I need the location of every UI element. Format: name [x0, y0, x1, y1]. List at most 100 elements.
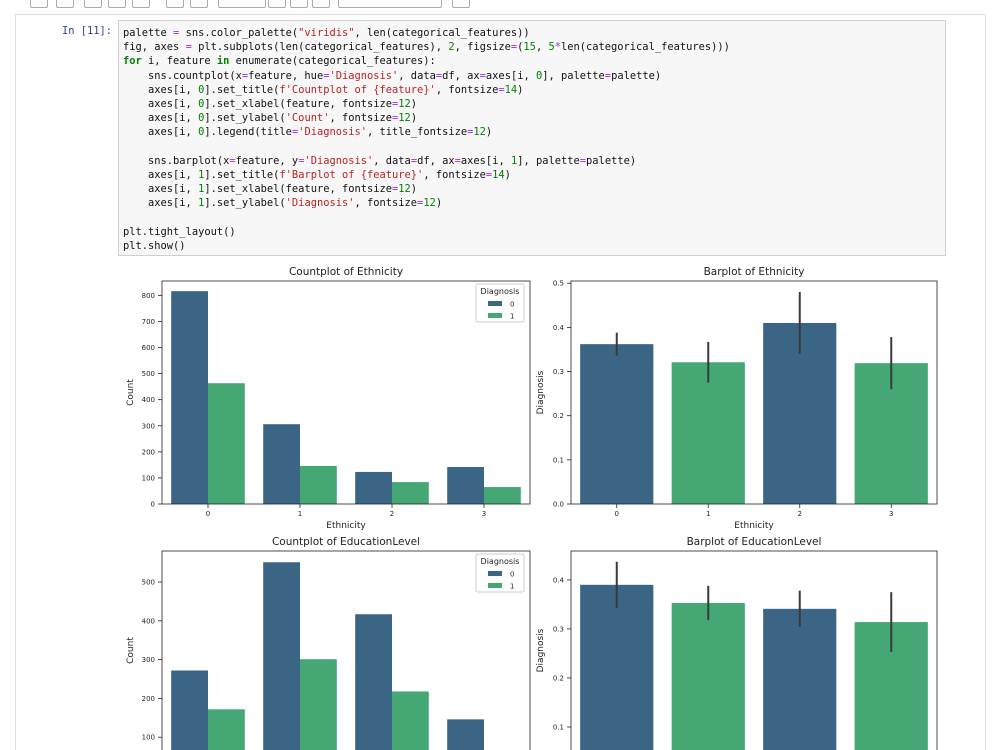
y-tick-label: 600 [142, 344, 155, 352]
bar [447, 719, 484, 750]
y-tick-label: 500 [142, 370, 155, 378]
y-axis-label: Count [126, 379, 136, 406]
paste-button[interactable] [132, 0, 150, 8]
code-line: plt.tight_layout() [123, 225, 236, 238]
y-tick-label: 0.3 [553, 368, 564, 376]
x-tick-label: 1 [298, 510, 302, 518]
copy-button[interactable] [108, 0, 126, 8]
save-button[interactable] [30, 0, 48, 8]
x-tick-label: 2 [390, 510, 394, 518]
bar [355, 614, 392, 750]
y-tick-label: 0.0 [553, 501, 564, 509]
y-axis-label: Count [126, 637, 136, 664]
code-line: axes[i, 0].set_title(f'Countplot of {fea… [123, 83, 524, 96]
bar [763, 608, 837, 750]
legend-label: 1 [510, 583, 514, 591]
code-line: axes[i, 0].legend(title='Diagnosis', tit… [123, 126, 493, 139]
cut-button[interactable] [84, 0, 102, 8]
x-tick-label: 2 [798, 510, 802, 518]
bar [208, 383, 245, 504]
y-tick-label: 700 [142, 318, 155, 326]
y-tick-label: 800 [142, 292, 155, 300]
legend-label: 1 [510, 313, 514, 321]
x-tick-label: 3 [889, 510, 893, 518]
bar [671, 362, 745, 504]
y-tick-label: 0.4 [553, 324, 565, 332]
code-line: for i, feature in enumerate(categorical_… [123, 55, 436, 68]
y-tick-label: 200 [142, 695, 155, 703]
bar [580, 584, 654, 750]
restart-run-button[interactable] [312, 0, 330, 8]
axes-frame [161, 280, 531, 505]
bar [484, 487, 521, 504]
bar [671, 602, 745, 750]
x-tick-label: 1 [706, 510, 710, 518]
bar [263, 562, 300, 750]
x-tick-label: 3 [482, 510, 486, 518]
x-axis-label: Ethnicity [734, 521, 774, 531]
legend-swatch [488, 571, 502, 576]
x-tick-label: 0 [615, 510, 619, 518]
code-line: axes[i, 0].set_ylabel('Count', fontsize=… [123, 112, 418, 125]
x-tick-label: 0 [206, 510, 210, 518]
legend-label: 0 [510, 571, 514, 579]
code-line: sns.barplot(x=feature, y='Diagnosis', da… [123, 154, 637, 167]
y-tick-label: 300 [142, 422, 155, 430]
legend-swatch [488, 301, 502, 306]
code-line: axes[i, 1].set_title(f'Barplot of {featu… [123, 169, 511, 181]
legend-title: Diagnosis [481, 557, 520, 566]
y-axis-label: Diagnosis [536, 628, 546, 672]
bar [447, 466, 484, 504]
axes-frame [161, 550, 531, 750]
x-axis-label: Ethnicity [326, 521, 366, 531]
y-axis-label: Diagnosis [536, 370, 546, 414]
code-line: axes[i, 1].set_ylabel('Diagnosis', fonts… [123, 197, 443, 210]
axes-frame [570, 280, 938, 505]
code-line: fig, axes = plt.subplots(len(categorical… [123, 41, 730, 54]
y-tick-label: 0.2 [553, 674, 564, 682]
legend-label: 0 [510, 301, 514, 309]
chart-title: Countplot of EducationLevel [272, 536, 420, 548]
y-tick-label: 0.2 [553, 412, 564, 420]
bar [208, 709, 245, 750]
y-tick-label: 100 [142, 474, 155, 482]
y-tick-label: 0.1 [553, 456, 564, 464]
legend-title: Diagnosis [481, 287, 520, 296]
axes-frame [570, 550, 938, 750]
y-tick-label: 200 [142, 448, 155, 456]
move-up-button[interactable] [166, 0, 184, 8]
y-tick-label: 0.4 [553, 576, 565, 584]
cell-type-select[interactable]: Markdown [338, 0, 442, 8]
move-down-button[interactable] [190, 0, 208, 8]
bar [580, 344, 654, 504]
cell-prompt: In [11]: [62, 25, 113, 37]
chart-title: Barplot of Ethnicity [704, 266, 805, 278]
y-tick-label: 100 [142, 734, 155, 742]
code-cell[interactable]: palette = sns.color_palette("viridis", l… [118, 20, 946, 256]
bar [392, 691, 429, 750]
run-button[interactable]: Run [218, 0, 266, 8]
code-line: axes[i, 0].set_xlabel(feature, fontsize=… [123, 98, 418, 110]
palette-button[interactable] [452, 0, 470, 8]
stop-button[interactable] [268, 0, 286, 8]
notebook-container [15, 14, 986, 750]
bar [263, 424, 300, 504]
add-button[interactable] [56, 0, 74, 8]
code-line: plt.show() [123, 240, 186, 252]
bar [300, 465, 337, 504]
bar [171, 291, 208, 504]
code-line: palette = sns.color_palette("viridis", l… [123, 27, 530, 39]
bar [171, 670, 208, 750]
bar [392, 482, 429, 504]
legend-swatch [488, 583, 502, 588]
y-tick-label: 0.5 [553, 280, 564, 288]
toolbar: Run Markdown [0, 0, 1000, 20]
y-tick-label: 300 [142, 656, 155, 664]
chart-title: Barplot of EducationLevel [687, 536, 822, 548]
legend-swatch [488, 313, 502, 318]
y-tick-label: 0.3 [553, 625, 564, 633]
y-tick-label: 500 [142, 579, 155, 587]
restart-button[interactable] [290, 0, 308, 8]
